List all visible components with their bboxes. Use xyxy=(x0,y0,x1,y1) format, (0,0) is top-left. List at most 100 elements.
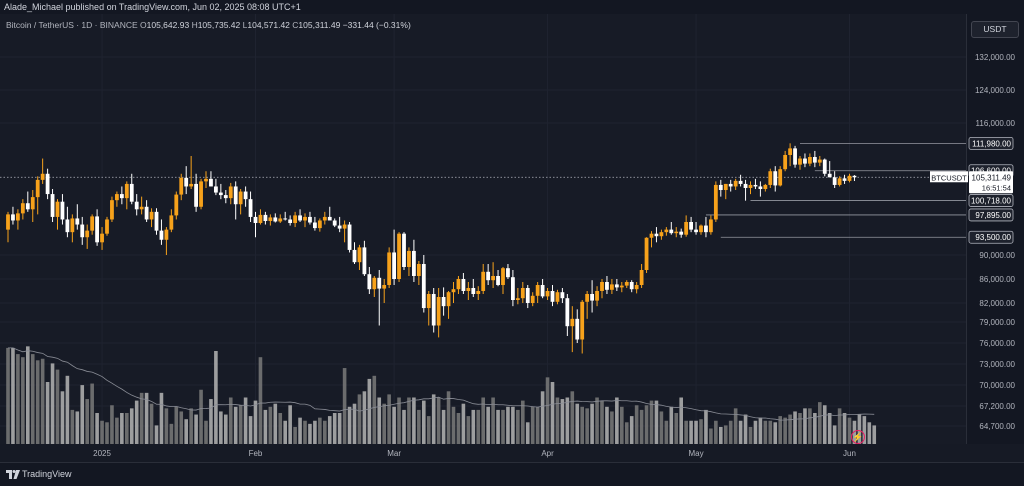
symbol-name: Bitcoin / TetherUS · 1D · BINANCE xyxy=(6,20,138,30)
level-price-tag xyxy=(968,208,1014,222)
volume-bar xyxy=(50,363,55,444)
volume-bar xyxy=(565,397,570,444)
candle-body xyxy=(545,291,550,297)
volume-bar xyxy=(362,391,367,444)
bottom-bar xyxy=(0,462,1024,486)
volume-bar xyxy=(446,391,451,444)
lightning-icon[interactable]: ⚡ xyxy=(851,430,865,444)
volume-bar xyxy=(70,409,75,444)
volume-bar xyxy=(95,413,99,444)
volume-bar xyxy=(90,383,94,444)
volume-bar xyxy=(422,400,426,444)
candle-body xyxy=(342,224,347,229)
volume-bar xyxy=(827,413,832,444)
volume-bar xyxy=(629,416,634,444)
candle-body xyxy=(115,194,119,201)
volume-bar xyxy=(476,409,481,444)
volume-bar xyxy=(570,391,575,444)
level-price-label: 106,600.00 xyxy=(971,167,1012,176)
candle-body xyxy=(456,279,461,290)
candle-body xyxy=(679,231,684,235)
candle-body xyxy=(768,171,773,185)
candle-body xyxy=(803,158,807,164)
candle-body xyxy=(377,277,382,289)
candle-body xyxy=(644,237,649,270)
volume-bar xyxy=(545,377,550,444)
candle-body xyxy=(421,264,426,309)
candle-body xyxy=(580,301,585,340)
volume-bar xyxy=(253,400,258,444)
candle-body xyxy=(496,276,500,285)
volume-bar xyxy=(55,369,60,444)
candle-body xyxy=(619,285,624,288)
volume-bar xyxy=(144,392,149,444)
candle-body xyxy=(600,282,604,291)
candle-body xyxy=(837,178,842,185)
volume-bar xyxy=(659,411,664,444)
volume-bar xyxy=(842,413,847,444)
volume-bar xyxy=(214,351,218,444)
candle-body xyxy=(852,175,857,178)
price-tick-label: 82,000.00 xyxy=(979,299,1015,308)
volume-bar xyxy=(125,413,129,444)
close-value: 105,311.49 xyxy=(298,20,341,30)
candle-body xyxy=(70,218,75,233)
volume-bar xyxy=(169,423,174,444)
volume-bar xyxy=(436,397,441,444)
volume-bar xyxy=(154,425,159,444)
volume-bar xyxy=(783,417,787,444)
candle-body xyxy=(585,294,590,302)
volume-bar xyxy=(550,382,555,444)
candle-body xyxy=(179,177,184,195)
candle-body xyxy=(555,292,560,302)
tradingview-logo-icon[interactable] xyxy=(6,468,20,480)
candle-body xyxy=(95,216,99,243)
volume-bar xyxy=(327,416,332,444)
currency-button[interactable]: USDT xyxy=(971,21,1019,38)
volume-bar xyxy=(837,408,842,444)
level-price-tag xyxy=(968,194,1014,207)
candle-body xyxy=(209,178,213,187)
candle-body xyxy=(268,217,273,221)
candle-body xyxy=(753,184,758,187)
volume-bar xyxy=(219,411,223,444)
volume-bar xyxy=(347,406,352,444)
candle-body xyxy=(110,200,114,220)
candle-body xyxy=(184,177,189,187)
price-tick-label: 90,000.00 xyxy=(979,251,1015,260)
volume-bar xyxy=(179,411,184,444)
volume-bar xyxy=(496,409,500,444)
high-label: H xyxy=(191,20,198,30)
volume-bar xyxy=(679,397,683,444)
volume-bar xyxy=(580,406,584,444)
volume-bar xyxy=(748,426,753,444)
volume-bar xyxy=(788,414,792,444)
volume-bar xyxy=(620,406,624,444)
candle-body xyxy=(565,298,570,327)
volume-bar xyxy=(233,406,238,444)
volume-bar xyxy=(337,413,342,444)
volume-bar xyxy=(704,409,708,444)
volume-bar xyxy=(352,403,357,444)
candle-body xyxy=(436,297,441,326)
volume-bar xyxy=(862,416,867,444)
candle-body xyxy=(466,288,471,291)
candle-body xyxy=(763,184,768,189)
volume-bar xyxy=(30,354,35,444)
volume-bar xyxy=(377,397,382,444)
volume-bar xyxy=(847,417,852,444)
candle-body xyxy=(80,224,85,238)
candlestick-chart[interactable]: 64,700.00 67,200.00 70,000.00 73,000.00 76,0… xyxy=(0,0,1024,462)
volume-bar xyxy=(624,422,629,444)
volume-bar xyxy=(699,419,703,444)
candle-body xyxy=(491,276,495,281)
volume-bar xyxy=(40,358,45,444)
candle-body xyxy=(238,191,243,205)
volume-bar xyxy=(664,420,669,444)
tradingview-brand[interactable]: TradingView xyxy=(22,469,72,479)
candle-body xyxy=(218,192,223,196)
price-axis[interactable] xyxy=(966,14,1024,444)
candle-body xyxy=(471,288,476,294)
volume-bar xyxy=(45,382,50,444)
top-bar xyxy=(0,0,1024,14)
